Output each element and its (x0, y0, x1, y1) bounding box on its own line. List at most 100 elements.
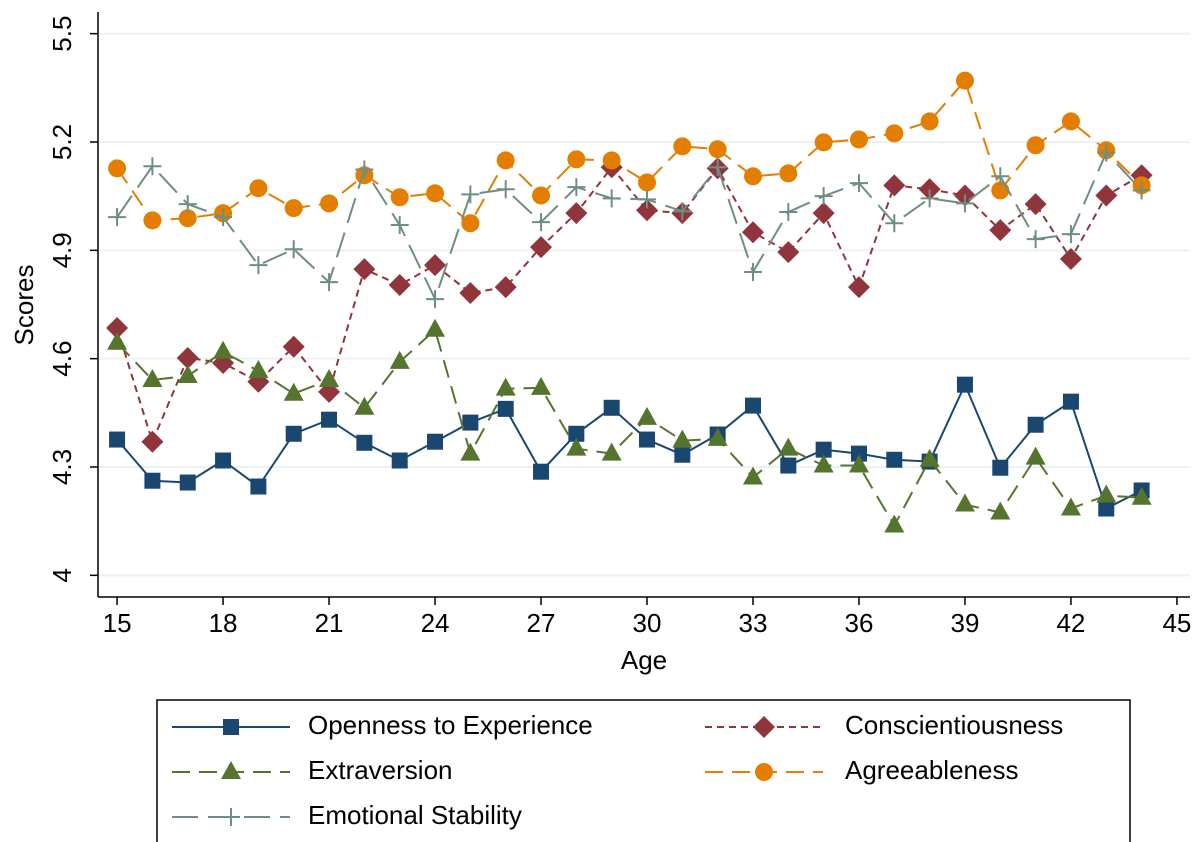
marker (567, 178, 586, 197)
marker (319, 368, 340, 387)
marker (883, 174, 906, 197)
marker (1096, 484, 1117, 503)
marker (920, 189, 939, 208)
marker (497, 400, 514, 417)
marker (708, 140, 727, 159)
marker (494, 276, 517, 299)
marker (989, 219, 1012, 242)
marker (814, 187, 833, 206)
marker (638, 190, 657, 209)
marker (602, 151, 621, 170)
marker (355, 160, 374, 179)
marker (674, 446, 691, 463)
marker (108, 208, 127, 227)
x-tick-label: 30 (633, 608, 662, 638)
marker (672, 429, 693, 448)
marker (602, 189, 621, 208)
marker (1026, 230, 1045, 249)
marker (743, 167, 762, 186)
marker (178, 195, 197, 214)
series-line (116, 78, 1143, 225)
marker (1098, 500, 1115, 517)
x-tick-label: 36 (845, 608, 874, 638)
marker (849, 174, 868, 193)
marker (1097, 143, 1116, 162)
marker (461, 185, 480, 204)
marker (106, 316, 129, 339)
x-tick-label: 39 (950, 608, 979, 638)
marker (284, 199, 303, 218)
marker (462, 414, 479, 431)
legend-box (156, 699, 1131, 842)
marker (813, 454, 834, 473)
marker (636, 199, 659, 222)
marker (283, 382, 304, 401)
marker (708, 158, 727, 177)
legend-label: Openness to Experience (308, 710, 593, 740)
marker (144, 472, 161, 489)
marker (920, 112, 939, 131)
marker (992, 459, 1009, 476)
marker (223, 719, 239, 735)
marker (637, 406, 658, 425)
marker (1131, 486, 1152, 505)
marker (778, 437, 799, 456)
marker (391, 452, 408, 469)
marker (461, 214, 480, 233)
marker (742, 466, 763, 485)
marker (177, 365, 198, 383)
marker (814, 133, 833, 152)
marker (109, 431, 126, 448)
marker (142, 368, 163, 387)
marker (532, 213, 551, 232)
marker (603, 399, 620, 416)
marker (847, 276, 870, 299)
marker (426, 184, 445, 203)
marker (285, 425, 302, 442)
marker (178, 209, 197, 228)
marker (390, 216, 409, 235)
legend-label: Agreeableness (845, 755, 1018, 785)
series-line (116, 165, 1143, 445)
marker (107, 331, 128, 350)
series-line (116, 382, 1143, 510)
y-tick-label: 5.2 (47, 124, 77, 160)
marker (885, 124, 904, 143)
marker (850, 445, 867, 462)
marker (1095, 184, 1118, 207)
marker (284, 240, 303, 259)
marker (390, 188, 409, 207)
marker (215, 452, 232, 469)
marker (919, 448, 940, 467)
legend-label: Conscientiousness (845, 710, 1063, 740)
marker (779, 164, 798, 183)
marker (530, 236, 553, 259)
marker (956, 376, 973, 393)
marker (532, 186, 551, 205)
marker (141, 430, 164, 453)
marker (744, 397, 761, 414)
marker (918, 178, 941, 201)
marker (741, 221, 764, 244)
legend-label: Emotional Stability (308, 800, 522, 830)
x-tick-label: 24 (421, 608, 450, 638)
marker (954, 493, 975, 512)
marker (812, 202, 835, 225)
marker (496, 151, 515, 170)
marker (753, 716, 775, 738)
marker (354, 396, 375, 415)
marker (1061, 112, 1080, 131)
marker (222, 808, 240, 826)
marker (1062, 393, 1079, 410)
marker (460, 442, 481, 461)
marker (425, 318, 446, 337)
marker (248, 359, 269, 378)
x-tick-label: 33 (739, 608, 768, 638)
marker (955, 71, 974, 90)
x-tick-label: 21 (315, 608, 344, 638)
x-tick-label: 18 (209, 608, 238, 638)
marker (427, 433, 444, 450)
marker (250, 478, 267, 495)
x-axis-label: Age (621, 645, 667, 675)
